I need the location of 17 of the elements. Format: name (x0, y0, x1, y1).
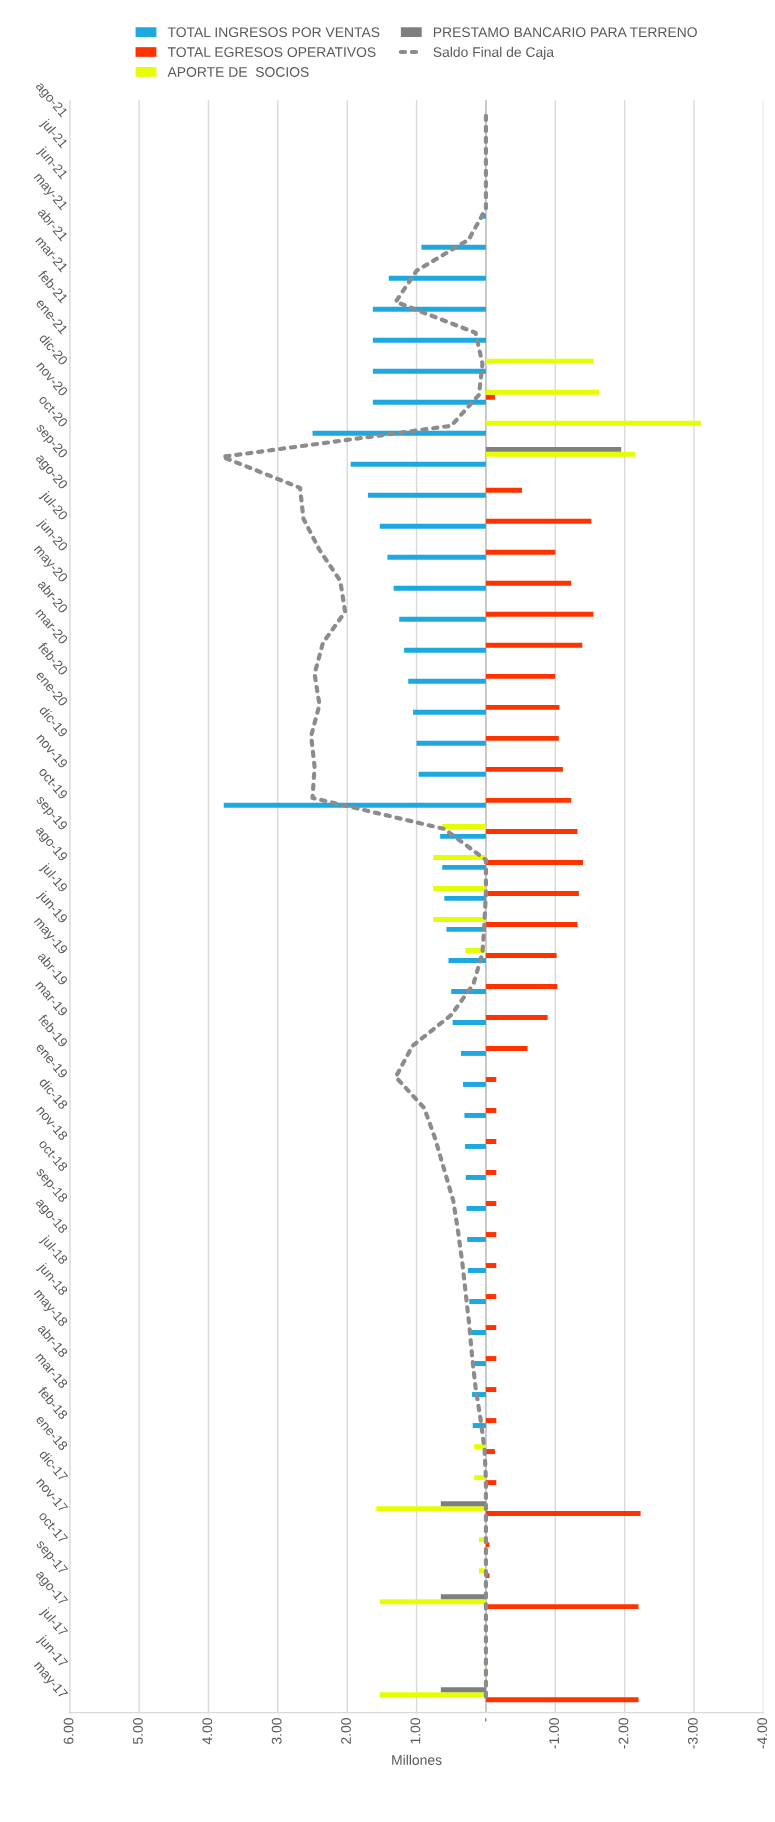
legend-label: Saldo Final de Caja (433, 46, 555, 60)
x-tick-label: 5.00 (133, 1718, 143, 1745)
x-tick-label: -3.00 (687, 1718, 698, 1749)
x-tick-label: -4.00 (757, 1718, 768, 1749)
x-tick-label: 3.00 (271, 1718, 282, 1745)
x-tick-label: 6.00 (63, 1718, 74, 1744)
x-tick-label: 4.00 (202, 1718, 213, 1745)
x-tick-label: -1.00 (549, 1718, 560, 1749)
legend-label: TOTAL EGRESOS OPERATIVOS (167, 47, 376, 58)
x-tick-label: 2.00 (341, 1718, 351, 1744)
legend-label: APORTE DE SOCIOS (167, 67, 309, 77)
x-tick-label: 1.00 (410, 1718, 421, 1744)
legend-label: TOTAL INGRESOS POR VENTAS (167, 27, 380, 38)
legend-label: PRESTAMO BANCARIO PARA TERRENO (433, 27, 697, 38)
x-tick-label: -2.00 (618, 1718, 629, 1749)
x-axis-title: Millones (392, 1754, 442, 1765)
x-tick-label: - (485, 1718, 487, 1722)
